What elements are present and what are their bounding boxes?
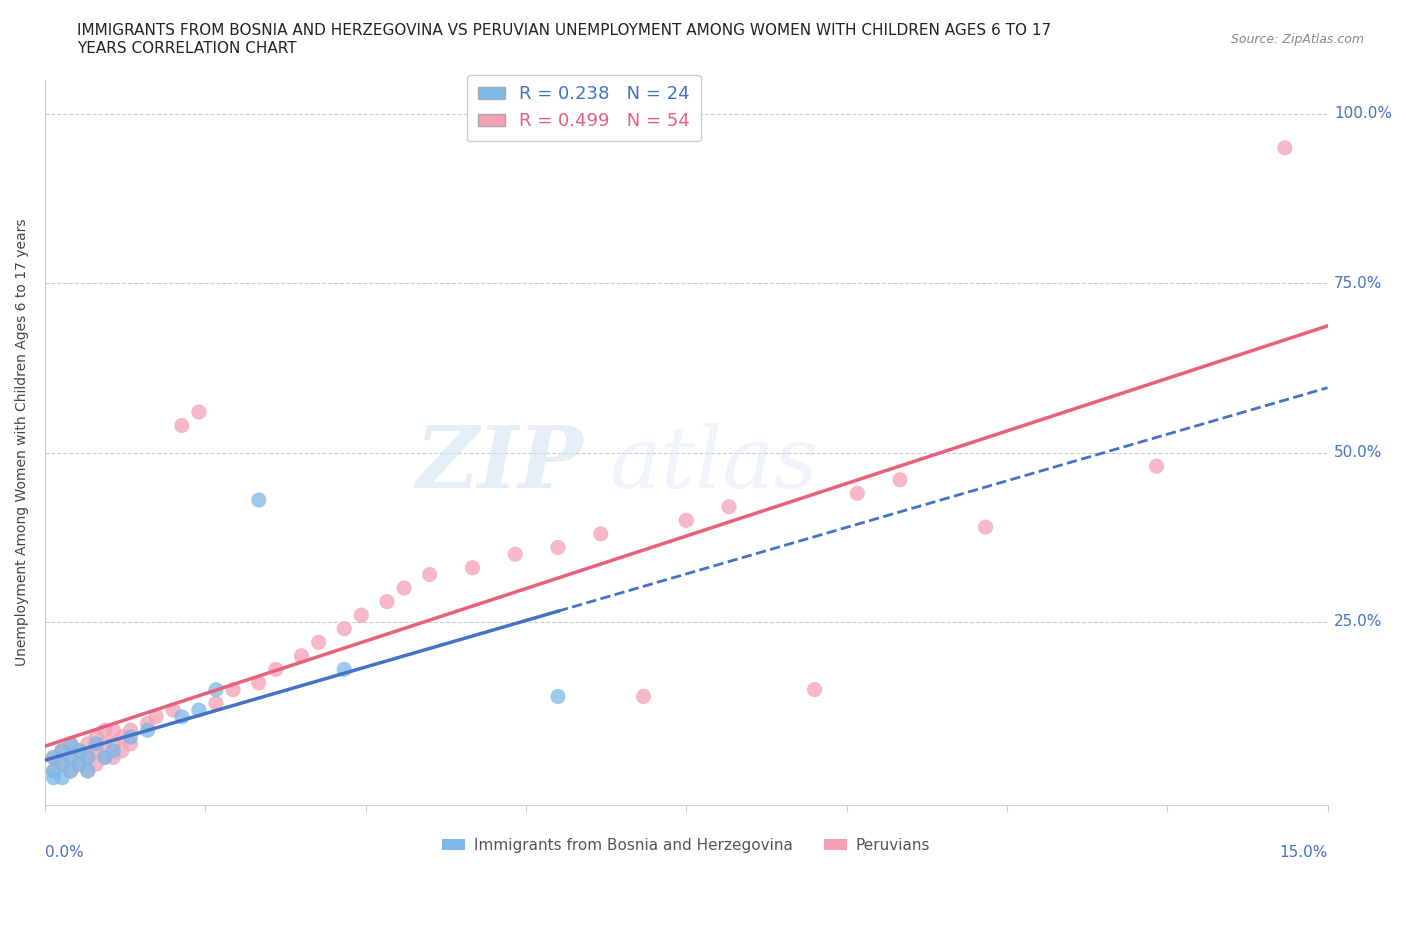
Text: Source: ZipAtlas.com: Source: ZipAtlas.com [1230, 33, 1364, 46]
Text: 0.0%: 0.0% [45, 844, 84, 859]
Point [162, 702, 184, 717]
Point [51, 743, 73, 758]
Point [111, 743, 134, 758]
Text: 25.0%: 25.0% [1334, 615, 1382, 630]
Point [675, 513, 697, 528]
Point [67, 743, 90, 758]
Point [51, 770, 73, 785]
Point [333, 621, 356, 636]
Point [290, 648, 312, 663]
Point [889, 472, 911, 487]
Point [76, 750, 98, 764]
Point [803, 683, 825, 698]
Point [42, 750, 65, 764]
Point [42, 750, 65, 764]
Point [84, 730, 107, 745]
Point [264, 662, 287, 677]
Point [633, 689, 655, 704]
Point [547, 689, 569, 704]
Point [103, 743, 125, 758]
Point [375, 594, 398, 609]
Point [59, 750, 82, 764]
Point [170, 418, 193, 433]
Point [120, 723, 142, 737]
Text: atlas: atlas [609, 423, 818, 506]
Point [187, 702, 209, 717]
Point [846, 485, 869, 500]
Point [136, 723, 159, 737]
Point [170, 710, 193, 724]
Point [76, 737, 98, 751]
Point [59, 764, 82, 778]
Point [59, 750, 82, 764]
Point [103, 737, 125, 751]
Point [974, 520, 997, 535]
Point [76, 750, 98, 764]
Point [51, 757, 73, 772]
Point [718, 499, 741, 514]
Point [350, 607, 373, 622]
Point [1274, 140, 1296, 155]
Point [84, 757, 107, 772]
Point [589, 526, 612, 541]
Point [76, 764, 98, 778]
Point [503, 547, 526, 562]
Point [392, 580, 415, 595]
Point [67, 757, 90, 772]
Text: 15.0%: 15.0% [1279, 844, 1327, 859]
Point [94, 723, 117, 737]
Point [547, 540, 569, 555]
Point [42, 764, 65, 778]
Y-axis label: Unemployment Among Women with Children Ages 6 to 17 years: Unemployment Among Women with Children A… [15, 219, 30, 666]
Point [145, 710, 167, 724]
Point [333, 662, 356, 677]
Point [103, 723, 125, 737]
Point [59, 737, 82, 751]
Point [42, 764, 65, 778]
Point [247, 675, 270, 690]
Point [51, 757, 73, 772]
Point [67, 743, 90, 758]
Point [84, 743, 107, 758]
Point [94, 750, 117, 764]
Point [59, 764, 82, 778]
Point [94, 737, 117, 751]
Text: 100.0%: 100.0% [1334, 106, 1392, 122]
Point [51, 743, 73, 758]
Point [120, 737, 142, 751]
Point [42, 770, 65, 785]
Point [461, 560, 484, 575]
Point [76, 764, 98, 778]
Point [187, 405, 209, 419]
Point [205, 683, 228, 698]
Point [111, 730, 134, 745]
Point [419, 567, 441, 582]
Text: 75.0%: 75.0% [1334, 276, 1382, 291]
Point [120, 730, 142, 745]
Point [103, 750, 125, 764]
Point [67, 757, 90, 772]
Point [94, 750, 117, 764]
Legend: Immigrants from Bosnia and Herzegovina, Peruvians: Immigrants from Bosnia and Herzegovina, … [436, 831, 936, 858]
Point [205, 696, 228, 711]
Point [222, 683, 245, 698]
Point [84, 737, 107, 751]
Text: 50.0%: 50.0% [1334, 445, 1382, 460]
Text: ZIP: ZIP [416, 422, 583, 506]
Point [247, 493, 270, 508]
Point [308, 635, 330, 650]
Point [1146, 458, 1168, 473]
Point [59, 737, 82, 751]
Text: IMMIGRANTS FROM BOSNIA AND HERZEGOVINA VS PERUVIAN UNEMPLOYMENT AMONG WOMEN WITH: IMMIGRANTS FROM BOSNIA AND HERZEGOVINA V… [77, 23, 1052, 56]
Point [136, 716, 159, 731]
